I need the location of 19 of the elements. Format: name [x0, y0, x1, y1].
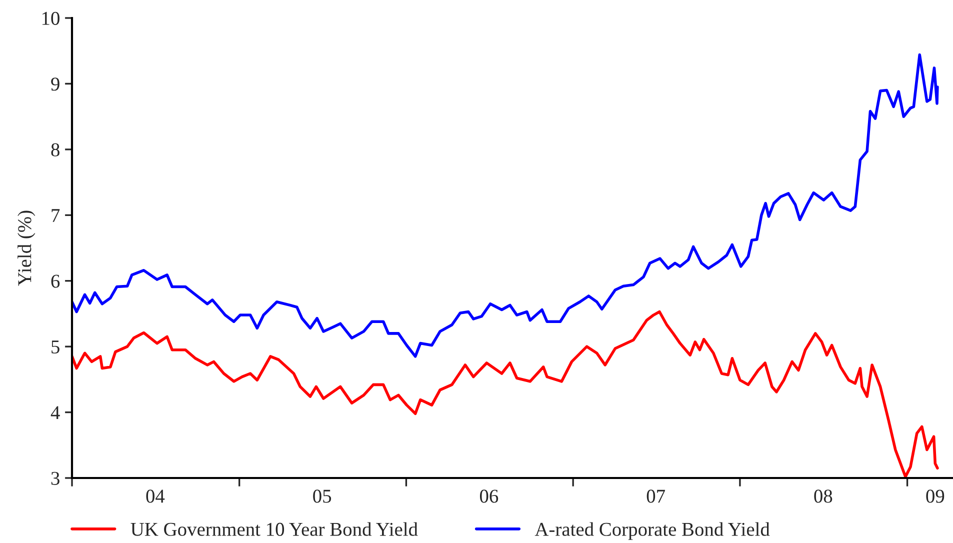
y-axis-title: Yield (%)	[18, 210, 36, 286]
y-tick-label: 5	[52, 340, 60, 354]
y-tick-label: 3	[51, 472, 60, 485]
y-tick-label: 9	[51, 78, 60, 91]
x-tick-label: 07	[646, 490, 665, 503]
x-tick-label: 04	[146, 490, 165, 503]
x-tick-label: 09	[926, 490, 944, 503]
y-tick-label: 7	[52, 209, 60, 222]
line-series	[72, 53, 939, 358]
x-tick-label: 05	[313, 490, 332, 503]
y-tick-label: 6	[51, 274, 60, 288]
x-tick-label: 08	[814, 490, 832, 503]
y-tick-label: 8	[51, 143, 60, 156]
x-tick-label: 06	[480, 490, 498, 503]
y-tick-label: 10	[42, 12, 60, 25]
legend-label: UK Government 10 Year Bond Yield	[130, 522, 418, 536]
y-tick-label: 4	[50, 406, 60, 420]
legend-label: A-rated Corporate Bond Yield	[534, 522, 770, 540]
line-series	[72, 310, 939, 478]
